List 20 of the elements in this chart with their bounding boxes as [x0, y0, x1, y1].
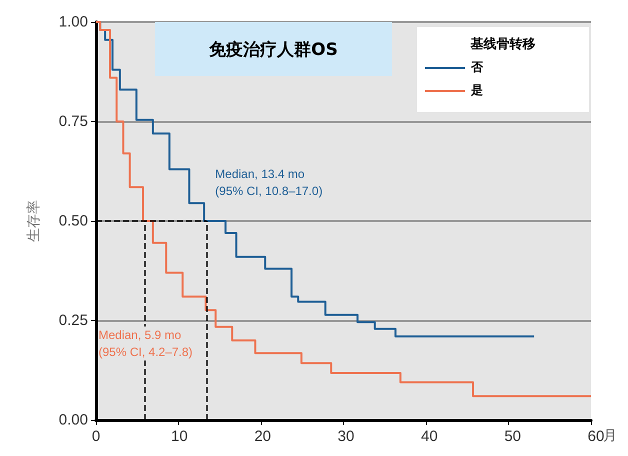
x-tick-label: 0	[92, 428, 100, 445]
x-tick-label: 20	[254, 428, 272, 445]
annotation: Median, 5.9 mo (95% CI, 4.2–7.8)	[98, 328, 193, 359]
y-tick-label: 0.75	[58, 113, 88, 130]
x-axis-title: 月	[603, 427, 617, 443]
x-tick-label: 40	[420, 428, 438, 445]
annotation: Median, 13.4 mo (95% CI, 10.8–17.0)	[215, 166, 323, 198]
x-tick-label: 10	[170, 428, 188, 445]
legend-label: 否	[471, 59, 483, 76]
legend-label: 是	[471, 82, 483, 99]
y-tick-label: 0.25	[58, 312, 88, 329]
title-box: 免疫治疗人群OS	[155, 22, 392, 76]
x-tick-label: 30	[338, 428, 354, 445]
y-tick-label: 0.50	[58, 212, 88, 230]
y-tick-label: 0.00	[58, 412, 88, 428]
x-tick-label: 60	[588, 428, 604, 445]
y-axis-title: 生存率	[25, 200, 41, 242]
y-tick-label: 1.00	[58, 14, 88, 30]
x-tick-label: 50	[504, 428, 522, 445]
legend-title: 基线骨转移	[470, 36, 536, 53]
